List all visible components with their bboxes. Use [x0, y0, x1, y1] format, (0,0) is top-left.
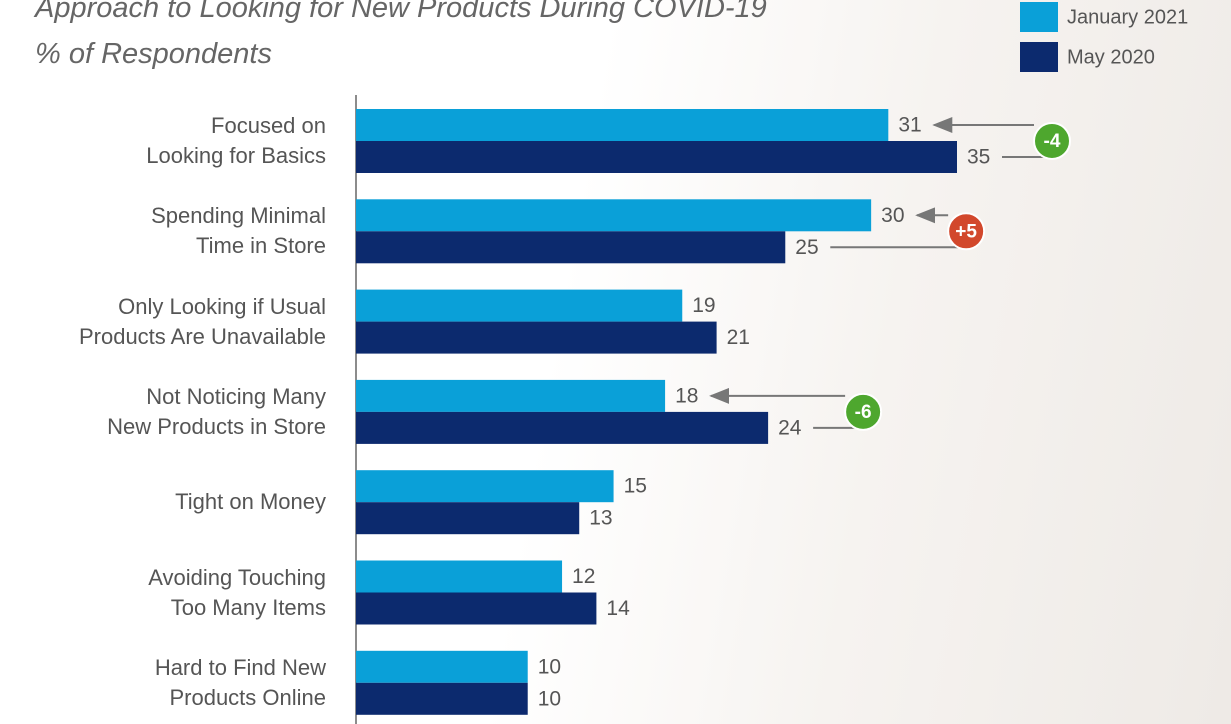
change-label: -4 [1044, 131, 1061, 152]
category-label: Hard to Find New Products Online [154, 654, 326, 710]
bar [356, 141, 957, 173]
value-label: 12 [572, 565, 595, 588]
chart-subtitle: % of Respondents [35, 38, 272, 70]
value-label: 19 [692, 294, 715, 317]
bar [356, 470, 614, 503]
bar [356, 411, 769, 444]
value-label: 14 [606, 597, 630, 620]
bar [356, 199, 872, 232]
category-label: Tight on Money [175, 489, 326, 515]
change-badge [947, 212, 986, 251]
bar [356, 650, 528, 683]
bar [356, 379, 666, 412]
bar [356, 682, 528, 715]
category-label: Avoiding Touching Too Many Items [148, 564, 326, 620]
legend-label: May 2020 [1067, 46, 1155, 68]
value-label: 25 [795, 236, 818, 259]
bar [356, 560, 563, 593]
value-label: 30 [881, 204, 904, 227]
value-label: 10 [538, 687, 561, 710]
value-label: 24 [778, 416, 802, 439]
category-label: Not Noticing Many New Products in Store [107, 383, 326, 439]
category-label: Only Looking if Usual Products Are Unava… [78, 293, 326, 349]
bar [356, 109, 889, 141]
value-label: 15 [624, 475, 647, 498]
bar [356, 289, 683, 322]
legend-swatch [1020, 2, 1058, 32]
chart-title: Approach to Looking for New Products Dur… [35, 0, 767, 24]
value-label: 35 [967, 146, 990, 169]
change-label: -6 [855, 402, 872, 423]
value-label: 13 [589, 507, 612, 530]
change-badge [1033, 122, 1071, 160]
category-label: Spending Minimal Time in Store [151, 203, 326, 259]
legend-label: January 2021 [1067, 6, 1188, 28]
bar [356, 231, 786, 264]
bar [356, 321, 717, 354]
category-label: Focused on Looking for Basics [146, 113, 326, 168]
change-badge [844, 392, 883, 431]
value-label: 21 [727, 326, 750, 349]
bar [356, 592, 597, 625]
value-label: 10 [538, 655, 561, 678]
change-label: +5 [955, 221, 977, 242]
legend-swatch [1020, 42, 1058, 72]
bar [356, 502, 580, 535]
value-label: 31 [898, 114, 921, 137]
value-label: 18 [675, 384, 698, 407]
